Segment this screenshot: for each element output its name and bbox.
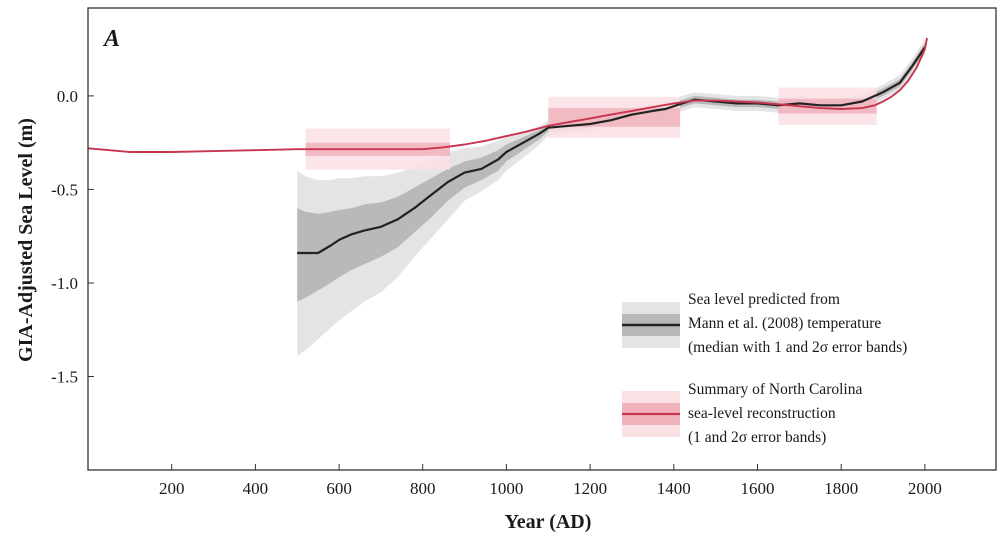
- nc-1sigma-block-2: [548, 108, 681, 127]
- x-tick-label: 1000: [489, 479, 523, 498]
- legend-nc-text-line-1: Summary of North Carolina: [688, 381, 862, 398]
- x-tick-label: 1600: [741, 479, 775, 498]
- y-axis-title: GIA-Adjusted Sea Level (m): [15, 118, 37, 362]
- y-tick-label: 0.0: [57, 87, 78, 106]
- x-tick-label: 800: [410, 479, 436, 498]
- x-tick-label: 600: [326, 479, 352, 498]
- axis-ticks: 200 400 600 800 1000 1200 1400 1600 1800 2000 0.0 -…: [51, 87, 942, 498]
- mann-1sigma-band: [297, 43, 925, 302]
- y-tick-label: -1.5: [51, 368, 78, 387]
- legend-nc-text-line-2: sea-level reconstruction: [688, 405, 836, 422]
- y-tick-label: -1.0: [51, 274, 78, 293]
- mann-median-line: [297, 46, 926, 255]
- legend-mann-text-line-1: Sea level predicted from: [688, 291, 840, 308]
- x-tick-label: 1800: [824, 479, 858, 498]
- x-tick-label: 400: [243, 479, 269, 498]
- x-tick-label: 1200: [573, 479, 607, 498]
- legend: Sea level predicted from Mann et al. (20…: [622, 291, 907, 446]
- legend-key-mann: [622, 302, 680, 348]
- error-bands-layer: [297, 39, 925, 356]
- x-tick-label: 2000: [908, 479, 942, 498]
- panel-label: A: [102, 26, 120, 52]
- y-tick-label: -0.5: [51, 180, 78, 199]
- legend-mann-text-line-2: Mann et al. (2008) temperature: [688, 315, 881, 332]
- nc-reconstruction-line: [87, 37, 928, 153]
- legend-nc-text-line-3: (1 and 2σ error bands): [688, 429, 826, 446]
- legend-mann-text-line-3: (median with 1 and 2σ error bands): [688, 339, 907, 356]
- x-tick-label: 200: [159, 479, 185, 498]
- legend-key-north-carolina: [622, 391, 680, 437]
- x-axis-title: Year (AD): [505, 511, 592, 533]
- mann-2sigma-band: [297, 39, 925, 356]
- plot-frame: [87, 7, 997, 471]
- series-lines-layer: [87, 37, 928, 255]
- x-tick-label: 1400: [657, 479, 691, 498]
